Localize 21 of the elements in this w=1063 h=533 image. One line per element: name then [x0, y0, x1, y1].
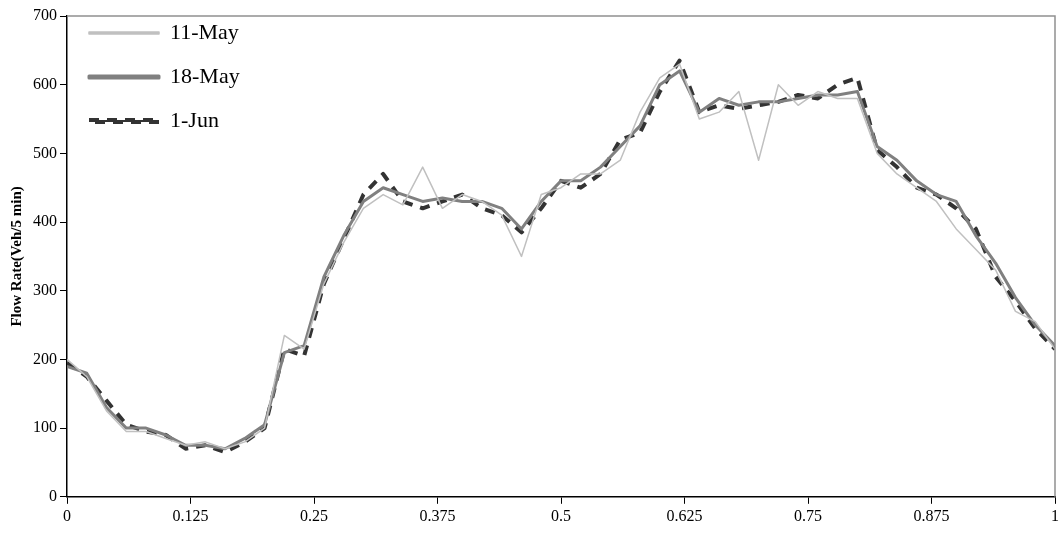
y-tick-label: 700: [33, 6, 57, 24]
y-tick-label: 600: [33, 74, 57, 92]
y-tick-label: 200: [33, 349, 57, 367]
y-tick-label: 400: [33, 212, 57, 230]
legend-label: 1-Jun: [170, 106, 219, 132]
y-axis-title: Flow Rate(Veh/5 min): [7, 186, 25, 327]
x-tick-label: 0: [63, 506, 71, 524]
x-tick-label: 0.875: [913, 506, 950, 524]
y-tick-label: 0: [49, 487, 57, 504]
x-tick-label: 0.75: [794, 506, 822, 524]
x-tick-label: 1: [1051, 506, 1059, 524]
x-tick-label: 0.25: [300, 506, 328, 524]
x-tick-label: 0.125: [172, 506, 209, 524]
legend-label: 11-May: [170, 18, 239, 44]
x-tick-label: 0.625: [666, 506, 703, 524]
legend-label: 18-May: [170, 62, 240, 88]
y-tick-label: 500: [33, 143, 57, 161]
y-tick-label: 300: [33, 280, 57, 298]
y-tick-label: 100: [33, 418, 57, 436]
x-tick-label: 0.5: [551, 506, 571, 524]
x-tick-label: 0.375: [419, 506, 456, 524]
